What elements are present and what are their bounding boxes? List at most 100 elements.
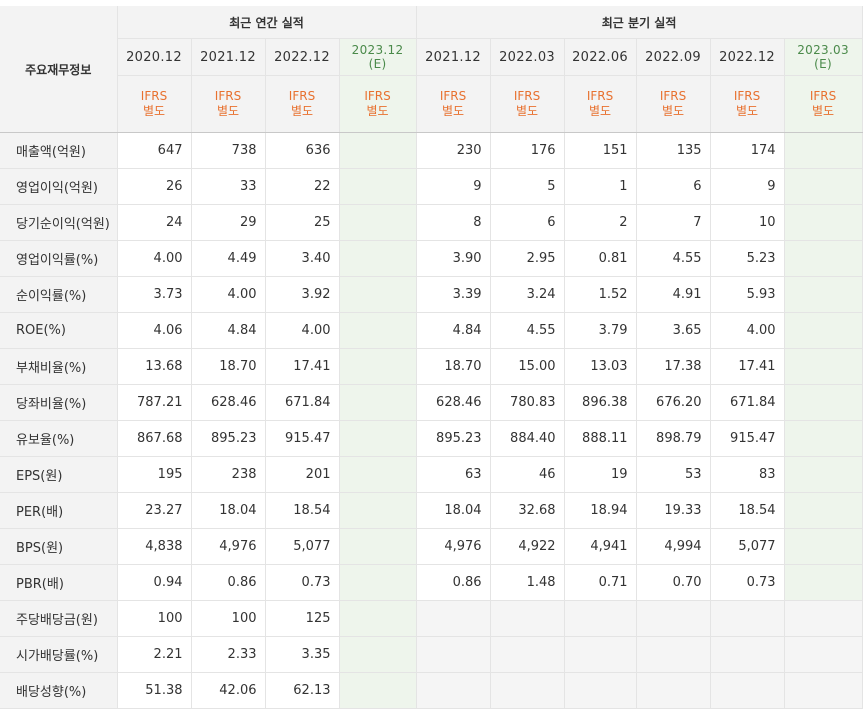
row-label: PER(배) [0, 492, 118, 529]
quarter-value-cell: 898.79 [636, 420, 711, 457]
annual-value-cell: 17.41 [265, 348, 340, 385]
quarter-value-cell: 151 [564, 132, 637, 169]
quarter-value-cell: 135 [636, 132, 711, 169]
quarter-value-cell: 8 [415, 204, 491, 241]
quarter-value-cell: 19 [564, 456, 637, 493]
annual-period: 2020.12 [117, 38, 192, 76]
quarter-period: 2022.12 [710, 38, 785, 76]
annual-value-cell [339, 528, 417, 565]
empty-quarter-cell [415, 636, 491, 673]
ifrs-badge: IFRS 별도 [636, 75, 711, 133]
quarter-value-cell: 6 [490, 204, 565, 241]
row-label: 당좌비율(%) [0, 384, 118, 421]
quarter-value-cell: 0.86 [415, 564, 491, 601]
quarter-value-cell [784, 528, 863, 565]
empty-quarter-cell [636, 600, 711, 637]
quarter-value-cell: 174 [710, 132, 785, 169]
quarter-value-cell: 2 [564, 204, 637, 241]
annual-value-cell: 4.00 [265, 312, 340, 349]
annual-value-cell: 787.21 [117, 384, 192, 421]
annual-value-cell [339, 312, 417, 349]
ifrs-label: IFRS [513, 89, 541, 103]
quarter-value-cell: 0.73 [710, 564, 785, 601]
ifrs-type: 별도 [662, 104, 685, 118]
quarter-value-cell [784, 204, 863, 241]
estimate-mark: (E) [814, 57, 832, 71]
ifrs-badge: IFRS 별도 [191, 75, 266, 133]
quarter-value-cell: 3.65 [636, 312, 711, 349]
ifrs-label: IFRS [733, 89, 761, 103]
annual-value-cell: 3.73 [117, 276, 192, 313]
annual-value-cell: 18.70 [191, 348, 266, 385]
annual-value-cell [339, 636, 417, 673]
annual-period-estimate: 2023.12 (E) [339, 38, 417, 76]
annual-value-cell: 100 [117, 600, 192, 637]
ifrs-badge: IFRS 별도 [265, 75, 340, 133]
table-row: ROE(%) 4.06 4.84 4.00 4.84 4.55 3.79 3.65 4.00 [0, 312, 863, 349]
quarter-value-cell [784, 564, 863, 601]
quarter-value-cell: 5.93 [710, 276, 785, 313]
quarter-value-cell: 895.23 [415, 420, 491, 457]
ifrs-type: 별도 [142, 104, 166, 118]
quarter-value-cell: 230 [415, 132, 491, 169]
annual-value-cell: 2.21 [117, 636, 192, 673]
quarter-value-cell: 896.38 [564, 384, 637, 421]
quarter-value-cell: 4,941 [564, 528, 637, 565]
annual-value-cell: 100 [191, 600, 266, 637]
table-row: 매출액(억원) 647 738 636 230 176 151 135 174 [0, 132, 863, 169]
quarter-period: 2021.12 [415, 38, 491, 76]
annual-value-cell: 4,976 [191, 528, 266, 565]
annual-value-cell [339, 132, 417, 169]
row-label: PBR(배) [0, 564, 118, 601]
annual-value-cell: 29 [191, 204, 266, 241]
annual-value-cell: 22 [265, 168, 340, 205]
quarter-value-cell: 7 [636, 204, 711, 241]
quarter-value-cell: 884.40 [490, 420, 565, 457]
quarter-value-cell: 3.90 [415, 240, 491, 277]
annual-period: 2021.12 [191, 38, 266, 76]
table-row: 시가배당률(%) 2.21 2.33 3.35 [0, 636, 863, 673]
ifrs-type: 별도 [216, 104, 240, 118]
quarter-value-cell: 0.81 [564, 240, 637, 277]
quarter-value-cell: 4.55 [636, 240, 711, 277]
table-row: PBR(배) 0.94 0.86 0.73 0.86 1.48 0.71 0.70 0.73 [0, 564, 863, 601]
table-row: PER(배) 23.27 18.04 18.54 18.04 32.68 18.94 19.3… [0, 492, 863, 529]
empty-quarter-cell [710, 636, 785, 673]
table-row: 영업이익(억원) 26 33 22 9 5 1 6 9 [0, 168, 863, 205]
period-year: 2023.03 [797, 43, 849, 57]
annual-value-cell: 628.46 [191, 384, 266, 421]
table-row: 영업이익률(%) 4.00 4.49 3.40 3.90 2.95 0.81 4.55 5.23 [0, 240, 863, 277]
quarter-group-header: 최근 분기 실적 [415, 6, 863, 39]
quarter-period: 2022.09 [636, 38, 711, 76]
annual-value-cell: 3.92 [265, 276, 340, 313]
quarter-value-cell: 63 [415, 456, 491, 493]
row-label: 시가배당률(%) [0, 636, 118, 673]
period-year: 2023.12 [351, 43, 404, 57]
row-label: EPS(원) [0, 456, 118, 493]
financial-summary-table: 주요재무정보 최근 연간 실적 최근 분기 실적 2020.12 2021.12… [0, 6, 863, 709]
empty-quarter-cell [490, 636, 565, 673]
ifrs-badge: IFRS 별도 [490, 75, 565, 133]
quarter-period: 2022.06 [564, 38, 637, 76]
annual-value-cell: 4.06 [117, 312, 192, 349]
annual-group-header: 최근 연간 실적 [117, 6, 417, 39]
ifrs-badge: IFRS 별도 [339, 75, 417, 133]
quarter-value-cell [784, 456, 863, 493]
row-label: 유보율(%) [0, 420, 118, 457]
ifrs-label: IFRS [659, 89, 687, 103]
ifrs-badge: IFRS 별도 [710, 75, 785, 133]
annual-value-cell [339, 600, 417, 637]
ifrs-label: IFRS [140, 89, 168, 103]
annual-value-cell: 18.04 [191, 492, 266, 529]
quarter-value-cell: 4.91 [636, 276, 711, 313]
quarter-value-cell: 888.11 [564, 420, 637, 457]
annual-value-cell: 4,838 [117, 528, 192, 565]
row-label: 부채비율(%) [0, 348, 118, 385]
annual-value-cell: 3.35 [265, 636, 340, 673]
ifrs-type: 별도 [736, 104, 759, 118]
annual-value-cell: 13.68 [117, 348, 192, 385]
quarter-value-cell: 5.23 [710, 240, 785, 277]
table-row: EPS(원) 195 238 201 63 46 19 53 83 [0, 456, 863, 493]
annual-value-cell: 238 [191, 456, 266, 493]
annual-value-cell: 23.27 [117, 492, 192, 529]
